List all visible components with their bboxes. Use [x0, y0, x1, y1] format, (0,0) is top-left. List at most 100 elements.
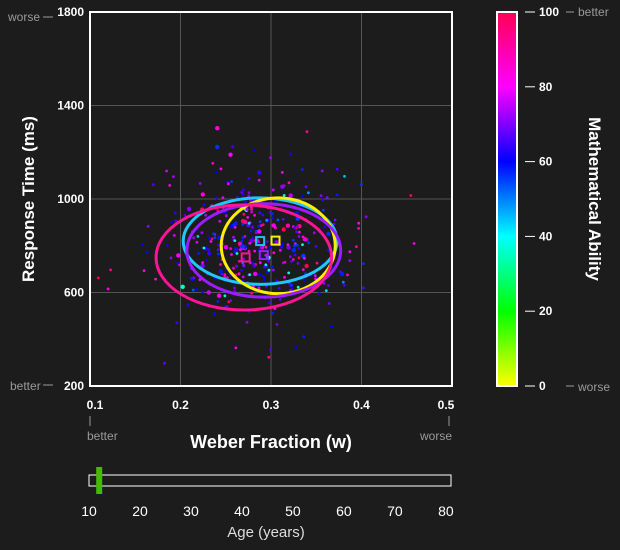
data-point [183, 214, 187, 217]
data-point [301, 194, 304, 198]
data-point [191, 288, 195, 292]
data-point [312, 231, 316, 235]
data-point [252, 265, 256, 268]
data-point [320, 169, 324, 173]
data-point [348, 250, 352, 254]
colorbar-title: Mathematical Ability [585, 117, 604, 281]
data-point [233, 226, 237, 229]
data-point [293, 244, 296, 248]
data-point [267, 259, 271, 263]
x-note-high: worse [419, 429, 452, 443]
data-point [326, 249, 330, 252]
data-point [304, 263, 309, 269]
data-point [207, 248, 211, 252]
data-point [257, 229, 262, 234]
data-point [272, 268, 275, 272]
data-point [261, 223, 265, 227]
data-point [293, 253, 297, 257]
data-point [322, 282, 326, 285]
data-point [290, 283, 293, 287]
data-point [221, 196, 225, 200]
data-point [201, 290, 205, 294]
age-slider-handle[interactable] [96, 467, 103, 494]
data-point [282, 194, 286, 197]
data-point [215, 196, 219, 200]
data-point [263, 278, 266, 281]
data-point [174, 219, 178, 223]
data-point [250, 210, 254, 214]
data-point [271, 188, 275, 192]
data-point [219, 167, 223, 171]
colorbar-top-note: better [578, 5, 609, 19]
colorbar-tick-label: 60 [539, 155, 553, 169]
data-point [244, 200, 248, 204]
data-point [169, 256, 173, 260]
data-point [172, 175, 175, 179]
data-point [154, 277, 158, 281]
data-point [218, 219, 222, 223]
data-point [258, 261, 262, 265]
data-point [245, 207, 249, 211]
data-point [270, 216, 274, 220]
data-point [297, 235, 301, 238]
data-point [277, 286, 281, 290]
data-point [165, 169, 169, 173]
data-point [264, 253, 268, 257]
data-point [264, 263, 268, 267]
data-point [348, 259, 352, 262]
data-point [341, 280, 345, 284]
data-point [216, 252, 220, 256]
data-point [295, 243, 299, 247]
data-point [225, 276, 229, 280]
data-point [286, 245, 291, 250]
data-point [242, 219, 248, 225]
data-point [327, 302, 331, 305]
group-ellipse [185, 202, 343, 299]
data-point [200, 192, 205, 197]
data-point [314, 274, 317, 278]
age-slider-tick-label: 40 [234, 503, 250, 519]
y-tick-label: 1000 [57, 192, 84, 206]
data-point [166, 243, 169, 247]
data-point [200, 231, 204, 235]
data-point [198, 182, 202, 185]
data-point [298, 230, 301, 234]
data-point [296, 285, 300, 289]
data-point [261, 213, 265, 217]
data-point [247, 194, 251, 198]
data-point [325, 196, 329, 200]
data-point [296, 262, 300, 265]
data-point [106, 287, 110, 291]
x-axis-ticks: 0.1 0.2 0.3 0.4 0.5 [87, 398, 455, 412]
data-point [257, 240, 260, 244]
data-point [257, 286, 261, 290]
data-point [241, 236, 245, 240]
data-point [192, 236, 196, 240]
colorbar-tick-label: 40 [539, 229, 553, 243]
data-point [233, 286, 236, 290]
data-point [223, 273, 227, 276]
data-point [229, 299, 233, 302]
data-point [301, 235, 305, 239]
data-point [314, 245, 318, 248]
data-point [216, 293, 222, 298]
data-point [321, 198, 324, 202]
data-point [291, 258, 295, 261]
data-point [333, 218, 337, 222]
data-point [195, 288, 199, 291]
data-point [235, 252, 239, 255]
data-point [226, 182, 230, 186]
group-center-marker [255, 236, 266, 247]
data-point [242, 264, 246, 267]
data-point [301, 268, 305, 271]
colorbar-bottom-note: worse [577, 380, 610, 394]
age-slider-track[interactable] [88, 474, 452, 487]
data-point [212, 232, 216, 236]
data-point [231, 145, 235, 149]
data-point [258, 272, 262, 276]
data-point [361, 286, 365, 290]
data-point [242, 212, 246, 216]
data-point [302, 335, 306, 338]
data-point [412, 242, 416, 245]
